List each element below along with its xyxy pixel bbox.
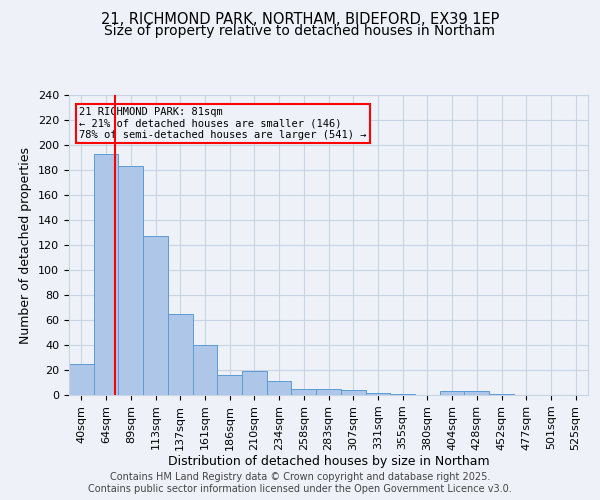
Text: 21 RICHMOND PARK: 81sqm
← 21% of detached houses are smaller (146)
78% of semi-d: 21 RICHMOND PARK: 81sqm ← 21% of detache… bbox=[79, 107, 367, 140]
Bar bbox=[464, 391, 489, 395]
Bar bbox=[168, 314, 193, 395]
Bar bbox=[94, 154, 118, 395]
Text: Contains public sector information licensed under the Open Government Licence v3: Contains public sector information licen… bbox=[88, 484, 512, 494]
Bar bbox=[390, 394, 415, 395]
Text: 21, RICHMOND PARK, NORTHAM, BIDEFORD, EX39 1EP: 21, RICHMOND PARK, NORTHAM, BIDEFORD, EX… bbox=[101, 12, 499, 28]
Bar bbox=[267, 381, 292, 395]
Bar bbox=[316, 389, 341, 395]
Bar bbox=[440, 391, 464, 395]
Bar bbox=[193, 345, 217, 395]
Bar bbox=[489, 394, 514, 395]
Bar bbox=[292, 389, 316, 395]
Bar bbox=[242, 371, 267, 395]
Text: Size of property relative to detached houses in Northam: Size of property relative to detached ho… bbox=[104, 24, 496, 38]
Bar bbox=[365, 392, 390, 395]
Bar bbox=[143, 236, 168, 395]
Bar bbox=[69, 364, 94, 395]
Y-axis label: Number of detached properties: Number of detached properties bbox=[19, 146, 32, 344]
Bar bbox=[118, 166, 143, 395]
X-axis label: Distribution of detached houses by size in Northam: Distribution of detached houses by size … bbox=[167, 456, 490, 468]
Bar bbox=[217, 375, 242, 395]
Text: Contains HM Land Registry data © Crown copyright and database right 2025.: Contains HM Land Registry data © Crown c… bbox=[110, 472, 490, 482]
Bar bbox=[341, 390, 365, 395]
